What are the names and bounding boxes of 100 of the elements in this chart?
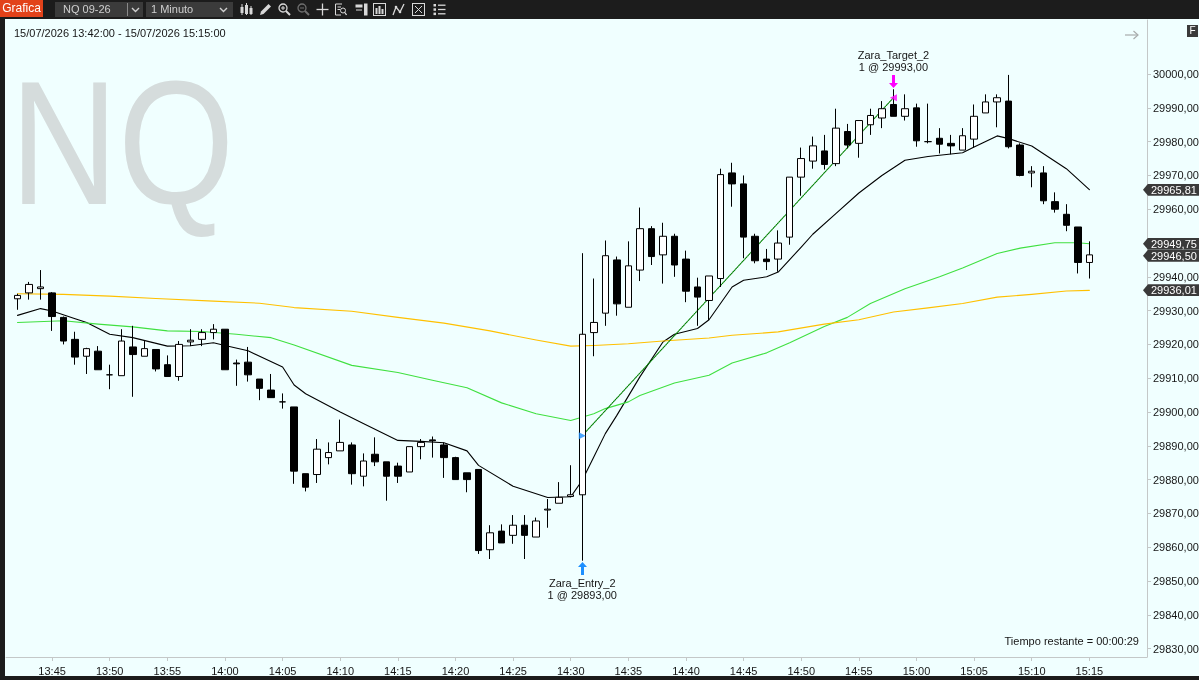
candlestick [809, 136, 817, 170]
candlestick [106, 364, 113, 390]
y-tick-label: 29880,00 [1153, 473, 1199, 486]
candlestick [913, 103, 920, 148]
x-tick-label: 14:15 [384, 664, 412, 677]
candlestick [348, 441, 356, 486]
candlestick [210, 323, 217, 340]
candlestick [774, 229, 782, 273]
x-tick-label: 13:55 [153, 664, 182, 677]
candlestick [751, 233, 759, 264]
candlestick [60, 316, 67, 345]
candlestick [383, 461, 390, 502]
candlestick [901, 93, 909, 122]
text: 29965,81 [1143, 183, 1199, 196]
candlestick [717, 168, 724, 288]
x-tick-label: 13:45 [38, 664, 66, 677]
candlestick [118, 328, 125, 377]
tab: Grafica [0, 0, 43, 17]
candlestick [590, 278, 598, 357]
candlestick [532, 517, 540, 538]
candlestick [936, 127, 943, 154]
candlestick [152, 348, 160, 372]
candlestick [221, 328, 229, 371]
candlestick [832, 108, 840, 167]
candlestick [290, 406, 298, 485]
candlestick [71, 331, 79, 366]
candlestick [763, 248, 770, 271]
x-tick-label: 14:00 [211, 664, 239, 677]
annotation: Zara_Entry_2 [548, 576, 616, 589]
candlestick [175, 340, 183, 382]
candlestick [486, 524, 494, 560]
candlestick [694, 277, 701, 327]
x-tick-label: 14:50 [787, 664, 816, 677]
dropdown: 1 Minuto [146, 2, 233, 17]
y-tick-label: 29830,00 [1153, 642, 1199, 655]
candlestick [164, 354, 171, 378]
candlestick [48, 291, 56, 332]
candlestick [1016, 142, 1024, 177]
y-tick-label: 29850,00 [1153, 574, 1199, 587]
candlestick [890, 88, 897, 117]
candlestick [94, 345, 102, 371]
candlestick [256, 378, 263, 401]
candlestick [855, 120, 863, 159]
dropdown: NQ 09-26 [55, 2, 143, 17]
y-tick-label: 29860,00 [1153, 541, 1199, 554]
y-tick-label: 29990,00 [1153, 101, 1199, 114]
x-tick-label: 15:00 [902, 664, 931, 677]
y-tick-label: 29970,00 [1153, 169, 1199, 182]
candlestick [625, 240, 632, 308]
candlestick [740, 174, 747, 259]
annotation: 1 @ 29893,00 [547, 588, 617, 601]
candlestick [671, 233, 678, 278]
candlestick [1086, 240, 1093, 280]
y-tick-label: 29980,00 [1153, 135, 1199, 148]
candlestick [613, 256, 621, 317]
candlestick [371, 436, 379, 467]
y-tick-label: 29910,00 [1153, 372, 1199, 385]
candlestick [129, 325, 137, 398]
candlestick [336, 419, 344, 452]
candlestick [521, 514, 528, 560]
line-series [16, 242, 1090, 421]
candlestick [141, 340, 148, 357]
x-tick-label: 15:10 [1017, 664, 1046, 677]
candlestick [867, 108, 874, 136]
candlestick [429, 436, 436, 459]
candlestick [360, 452, 367, 487]
candlestick [325, 441, 332, 465]
x-tick-label: 13:50 [95, 664, 124, 677]
candlestick [279, 392, 286, 410]
candlestick [267, 373, 275, 399]
candlestick [406, 446, 413, 473]
candlestick [844, 123, 851, 149]
candlestick [924, 103, 932, 144]
candlestick [1040, 165, 1047, 205]
annotation: 1 @ 29993,00 [858, 61, 929, 74]
candlestick [797, 147, 805, 197]
candlestick [786, 176, 793, 246]
candlestick [440, 441, 448, 479]
text: 29949,75 [1143, 237, 1199, 250]
y-tick-label: 29870,00 [1153, 507, 1199, 520]
candlestick [993, 93, 1001, 128]
x-tick-label: 14:20 [441, 664, 470, 677]
x-tick-label: 14:35 [614, 664, 643, 677]
candlestick [313, 438, 321, 484]
candlestick [302, 473, 309, 492]
x-tick-label: 14:55 [845, 664, 873, 677]
candlestick [509, 514, 517, 545]
candlestick [602, 240, 609, 327]
candlestick [25, 281, 33, 301]
candlestick [198, 328, 206, 347]
candlestick [728, 162, 736, 208]
candlestick [463, 472, 471, 493]
candlestick [648, 225, 655, 266]
candlestick [187, 328, 194, 347]
candlestick [705, 275, 713, 321]
y-tick-label: 29900,00 [1153, 406, 1199, 418]
candlestick [682, 250, 690, 303]
candlestick [14, 293, 21, 311]
annotation: Tiempo restante = 00:00:29 [1004, 635, 1139, 647]
candlestick [37, 269, 44, 301]
